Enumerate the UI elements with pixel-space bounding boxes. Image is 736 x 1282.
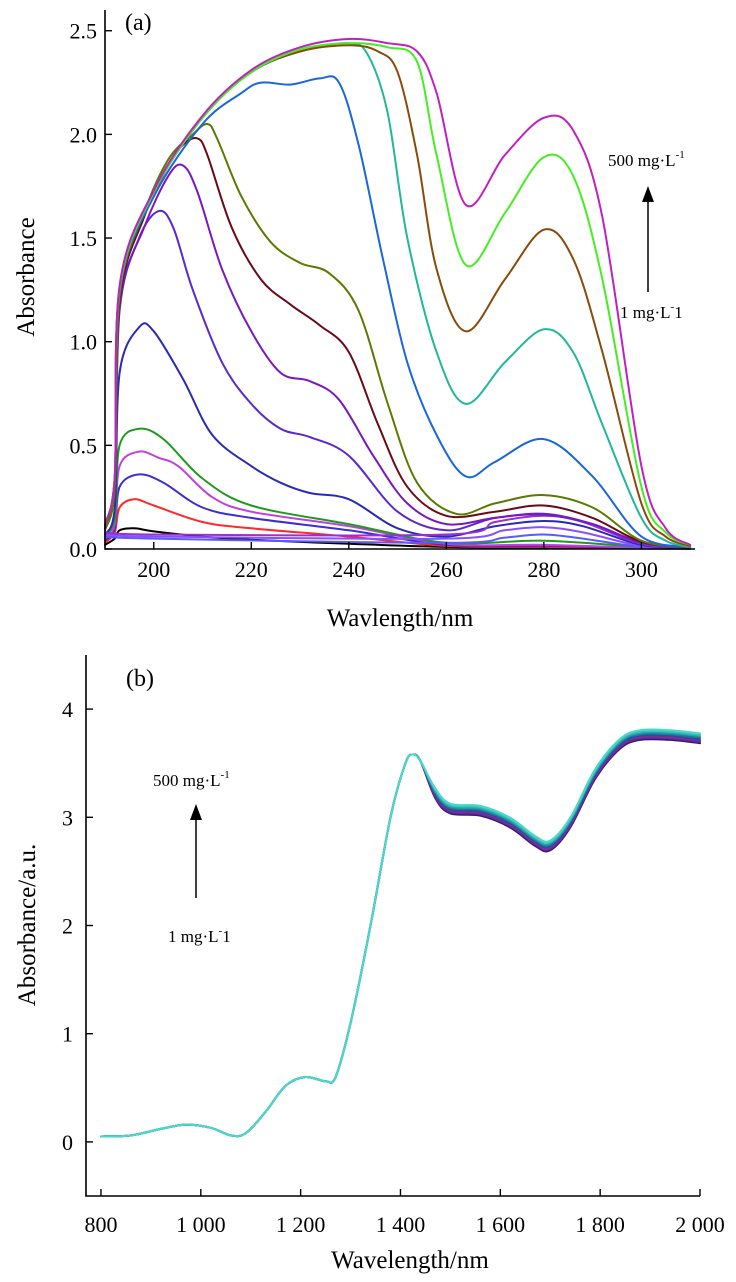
chart-a-x-tick-label: 260	[430, 557, 463, 582]
chart-b-y-tick-label: 0	[62, 1130, 73, 1155]
chart-b-x-tick-label: 2 000	[675, 1212, 725, 1237]
chart-a-x-tick-label: 200	[137, 557, 170, 582]
chart-b: 800 1 000 1 200 1 400 1 600 1 800 2 000 01234 …	[14, 655, 725, 1274]
chart-a-series-line-5	[104, 427, 692, 550]
chart-b-arrow-head	[190, 804, 202, 820]
chart-a-annotation-top: 500 mg·L-1	[608, 149, 685, 170]
chart-a-yticks: 0.0 0.5 1.0 1.5 2.0 2.5	[70, 19, 112, 562]
chart-a-arrow-head	[642, 186, 654, 202]
chart-a-y-tick-label: 0.5	[70, 433, 98, 458]
chart-a: 200 220 240 260 280 300 0.0 0.5 1.0 1.5 2.0 2.5 (a…	[13, 10, 695, 632]
chart-b-x-tick-label: 1 000	[176, 1212, 226, 1237]
chart-a-series-line-7	[104, 526, 692, 550]
chart-a-xticks: 200 220 240 260 280 300	[137, 542, 658, 582]
chart-b-x-tick-label: 1 200	[276, 1212, 326, 1237]
chart-a-series-line-10	[104, 209, 692, 549]
chart-a-x-axis-label: Wavlength/nm	[327, 605, 474, 632]
chart-a-series	[104, 37, 692, 550]
chart-a-annotation-bottom-tail: 1	[674, 303, 683, 322]
chart-a-axes	[104, 10, 695, 550]
chart-b-annotation-bottom-tail: 1	[222, 927, 231, 946]
chart-a-y-tick-label: 1.0	[70, 330, 98, 355]
chart-b-annotation-top-sup: -1	[221, 769, 230, 781]
chart-b-x-tick-label: 1 800	[575, 1212, 625, 1237]
chart-a-series-line-13	[104, 122, 692, 549]
chart-a-series-line-8	[104, 322, 692, 549]
chart-b-annotation-top: 500 mg·L-1	[153, 769, 230, 790]
chart-a-y-tick-label: 2.5	[70, 19, 98, 44]
chart-a-annotation-top-main: 500 mg·L	[608, 151, 676, 170]
chart-b-y-tick-label: 3	[62, 805, 73, 830]
chart-a-series-line-12	[104, 137, 692, 549]
chart-a-y-tick-label: 2.0	[70, 122, 98, 147]
chart-a-series-line-11	[104, 163, 692, 549]
chart-a-series-line-6	[104, 533, 692, 550]
chart-a-x-tick-label: 300	[625, 557, 658, 582]
chart-b-x-tick-label: 800	[84, 1212, 117, 1237]
chart-a-annotation-bottom-main: 1 mg·L	[620, 303, 671, 322]
chart-a-y-tick-label: 0.0	[70, 537, 98, 562]
chart-b-y-tick-label: 4	[62, 697, 73, 722]
chart-a-series-line-9	[104, 514, 692, 549]
chart-a-y-axis-label: Absorbance	[13, 217, 40, 336]
chart-b-yticks: 0 1 2 3 4	[62, 697, 93, 1155]
chart-b-axes	[85, 655, 700, 1197]
chart-a-y-tick-label: 1.5	[70, 226, 98, 251]
chart-a-series-line-18	[104, 37, 692, 546]
chart-b-annotation-bottom: 1 mg·L-1	[168, 925, 231, 946]
chart-a-annotation-top-sup: -1	[676, 149, 685, 161]
chart-b-panel-label: (b)	[126, 666, 154, 692]
chart-b-series	[100, 728, 701, 1138]
chart-b-x-tick-label: 1 600	[476, 1212, 526, 1237]
chart-a-annotation-bottom: 1 mg·L-1	[620, 301, 683, 322]
chart-b-x-axis-label: Wavelength/nm	[331, 1247, 489, 1274]
chart-a-panel-label: (a)	[125, 10, 152, 36]
chart-b-series-line-8	[100, 728, 701, 1138]
chart-b-annotation-bottom-main: 1 mg·L	[168, 927, 219, 946]
chart-b-y-axis-label: Absorbance/a.u.	[14, 844, 41, 1006]
chart-b-x-tick-label: 1 400	[376, 1212, 426, 1237]
chart-b-xticks: 800 1 000 1 200 1 400 1 600 1 800 2 000	[84, 1189, 725, 1237]
chart-a-annotation-bottom-sup: -	[671, 301, 675, 313]
chart-a-series-line-14	[104, 75, 692, 548]
chart-b-annotation-top-main: 500 mg·L	[153, 771, 221, 790]
chart-a-x-tick-label: 240	[332, 557, 365, 582]
chart-b-annotation-bottom-sup: -	[219, 925, 223, 937]
chart-a-x-tick-label: 220	[235, 557, 268, 582]
chart-b-y-tick-label: 1	[62, 1022, 73, 1047]
chart-b-y-tick-label: 2	[62, 914, 73, 939]
chart-a-x-tick-label: 280	[527, 557, 560, 582]
